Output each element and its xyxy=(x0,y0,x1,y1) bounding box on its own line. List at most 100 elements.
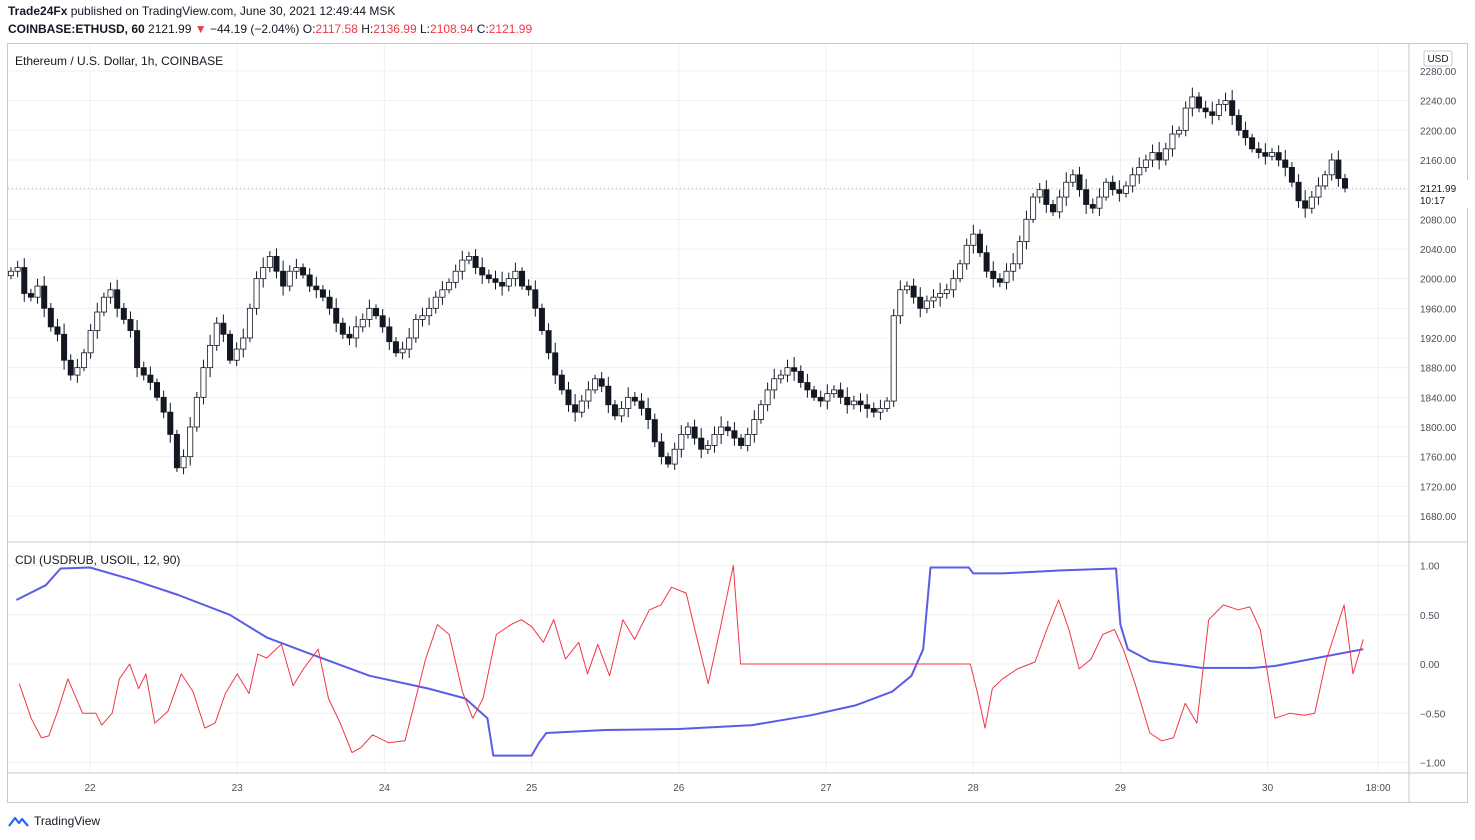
candle-down xyxy=(1109,181,1116,191)
tradingview-brand: TradingView xyxy=(34,814,101,828)
currency-badge[interactable] xyxy=(1423,50,1453,67)
candle-down xyxy=(665,456,672,465)
candle-up xyxy=(446,281,453,291)
candle-down xyxy=(731,430,738,439)
candle-down xyxy=(472,256,479,268)
candle-up xyxy=(1328,159,1335,176)
candle-down xyxy=(572,404,579,413)
author-name[interactable]: Trade24Fx xyxy=(8,4,68,18)
publish-info: Trade24Fx published on TradingView.com, … xyxy=(8,4,395,18)
candle-up xyxy=(74,367,81,376)
candle-down xyxy=(147,374,154,383)
time-tick-label: 30 xyxy=(1262,783,1274,794)
candle-down xyxy=(817,396,824,402)
candle-down xyxy=(392,341,399,354)
candle-up xyxy=(1315,185,1322,198)
candle-up xyxy=(286,270,293,287)
candle-down xyxy=(1288,167,1295,183)
candle-up xyxy=(777,374,784,380)
candle-down xyxy=(499,281,506,287)
candle-up xyxy=(193,396,200,428)
low-label: L: xyxy=(420,22,431,36)
candle-down xyxy=(804,382,811,391)
tradingview-logo[interactable]: TradingView xyxy=(8,814,100,828)
time-tick-label: 26 xyxy=(673,783,685,794)
indicator-lines xyxy=(15,565,1364,757)
candle-down xyxy=(545,330,552,354)
candle-down xyxy=(300,267,307,276)
candle-up xyxy=(1136,167,1143,176)
candle-up xyxy=(87,330,94,354)
low-value: 2108.94 xyxy=(430,22,474,36)
candle-down xyxy=(1076,174,1083,191)
high-label: H: xyxy=(361,22,374,36)
candle-down xyxy=(1262,152,1269,157)
time-tick-label: 29 xyxy=(1115,783,1127,794)
time-tick-label: 18:00 xyxy=(1365,783,1390,794)
candle-up xyxy=(784,367,791,376)
candle-up xyxy=(937,293,944,298)
candle-up xyxy=(187,426,194,458)
candle-up xyxy=(94,311,101,331)
candle-down xyxy=(167,411,174,435)
price-tick-label: 2080.00 xyxy=(1420,215,1457,226)
candle-down xyxy=(611,404,618,417)
price-change: −44.19 (−2.04%) xyxy=(210,22,300,36)
candle-down xyxy=(1043,189,1050,205)
candle-down xyxy=(1195,96,1202,109)
candle-up xyxy=(957,263,964,280)
candle-up xyxy=(465,256,472,261)
candle-down xyxy=(173,434,180,469)
candle-up xyxy=(260,267,267,280)
price-tick-label: 1920.00 xyxy=(1420,334,1457,345)
published-text: published on TradingView.com, June 30, 2… xyxy=(67,4,396,18)
candle-up xyxy=(1162,148,1169,161)
chart-frame xyxy=(7,43,1468,803)
candle-down xyxy=(1229,100,1236,116)
open-label: O: xyxy=(302,22,316,36)
candle-down xyxy=(27,293,34,298)
candle-down xyxy=(857,400,864,406)
candle-down xyxy=(910,285,917,298)
candle-up xyxy=(353,326,360,339)
candle-up xyxy=(34,285,41,298)
candle-down xyxy=(386,326,393,343)
candle-up xyxy=(1036,189,1043,198)
price-tick-label: 2200.00 xyxy=(1420,126,1457,137)
candle-up xyxy=(1023,218,1030,242)
candle-down xyxy=(1156,152,1163,161)
candle-down xyxy=(532,289,539,309)
candle-down xyxy=(1235,115,1242,131)
candle-down xyxy=(127,319,134,331)
last-price-tag-value: 2121.99 xyxy=(1420,184,1457,195)
candle-up xyxy=(1142,159,1149,168)
time-tick-label: 24 xyxy=(379,783,391,794)
candle-up xyxy=(1103,181,1110,198)
candle-down xyxy=(339,322,346,335)
candle-down xyxy=(605,385,612,406)
candle-down xyxy=(280,270,287,287)
indicator-tick-label: 0.00 xyxy=(1420,660,1440,671)
candle-down xyxy=(651,419,658,443)
candle-down xyxy=(525,285,532,291)
candle-up xyxy=(877,408,884,413)
candle-down xyxy=(996,278,1003,283)
candle-down xyxy=(319,289,326,298)
candle-up xyxy=(930,296,937,302)
price-tick-label: 2240.00 xyxy=(1420,97,1457,108)
candle-down xyxy=(870,408,877,413)
candle-up xyxy=(1169,133,1176,150)
candle-up xyxy=(950,278,957,291)
candle-down xyxy=(154,382,161,398)
candle-up xyxy=(625,396,632,409)
candle-down xyxy=(54,326,61,335)
candle-up xyxy=(897,289,904,317)
candle-up xyxy=(180,456,187,469)
tradingview-logo-icon xyxy=(8,816,29,827)
candle-down xyxy=(373,307,380,317)
candle-up xyxy=(1189,96,1196,109)
candle-up xyxy=(764,389,771,406)
candle-up xyxy=(266,256,273,268)
candle-down xyxy=(552,352,559,376)
